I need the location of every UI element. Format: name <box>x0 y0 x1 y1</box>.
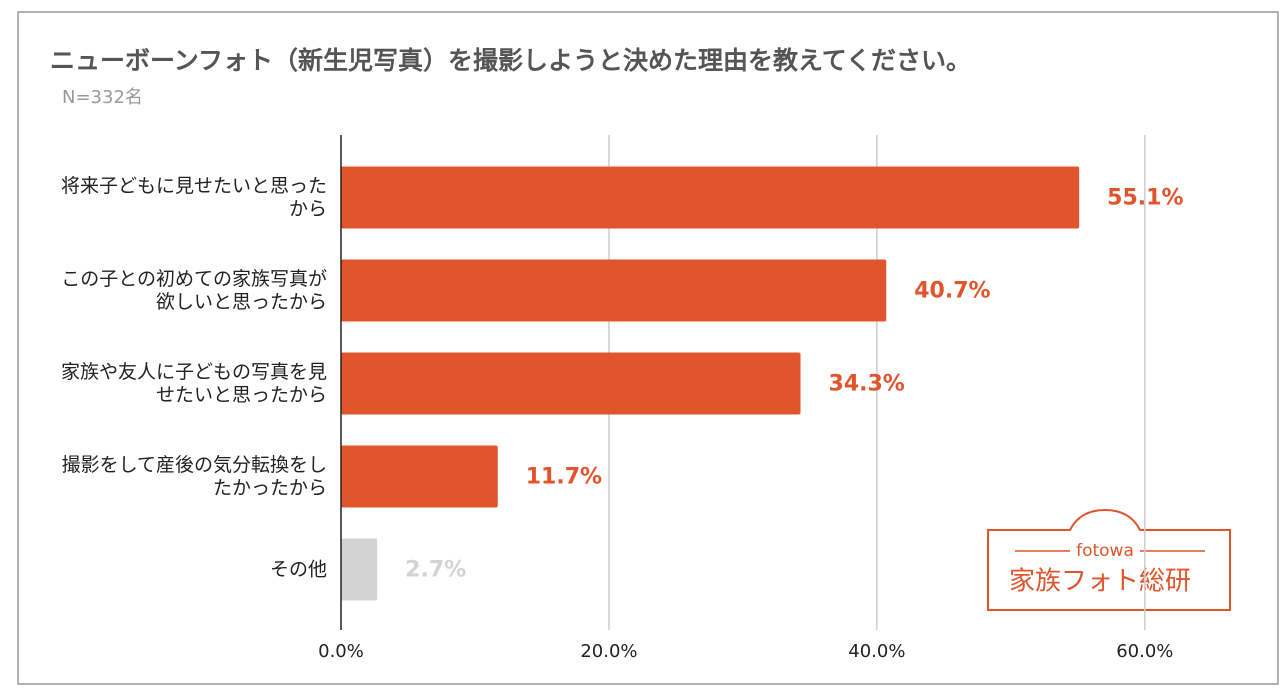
y-tick-label: この子との初めての家族写真が欲しいと思ったから <box>61 267 327 313</box>
y-tick-label: 撮影をして産後の気分転換をしたかったから <box>61 453 327 499</box>
y-tick-label: 将来子どもに見せたいと思ったから <box>60 174 327 220</box>
y-tick-label: 家族や友人に子どもの写真を見せたいと思ったから <box>60 360 327 406</box>
logo-name: 家族フォト総研 <box>1009 567 1191 597</box>
bar <box>341 538 378 601</box>
logo-brand: fotowa <box>1076 541 1134 561</box>
x-tick-label: 0.0% <box>318 641 364 662</box>
chart-title: ニューボーンフォト（新生児写真）を撮影しようと決めた理由を教えてください。 <box>50 46 971 75</box>
bar <box>341 352 801 415</box>
bar <box>341 445 498 508</box>
value-label: 34.3% <box>829 372 905 397</box>
value-label: 2.7% <box>405 558 466 583</box>
chart-subtitle: N=332名 <box>62 87 143 108</box>
value-label: 55.1% <box>1107 186 1183 211</box>
bar <box>341 259 887 322</box>
logo-box <box>987 508 1231 611</box>
x-tick-label: 60.0% <box>1116 641 1173 662</box>
value-label: 40.7% <box>914 279 990 304</box>
frame <box>17 11 1279 685</box>
logo: fotowa 家族フォト総研 <box>987 508 1231 611</box>
y-tick-label: その他 <box>269 558 327 580</box>
x-tick-label: 20.0% <box>580 641 637 662</box>
bar <box>341 166 1080 229</box>
x-tick-label: 40.0% <box>848 641 905 662</box>
value-label: 11.7% <box>526 465 602 490</box>
